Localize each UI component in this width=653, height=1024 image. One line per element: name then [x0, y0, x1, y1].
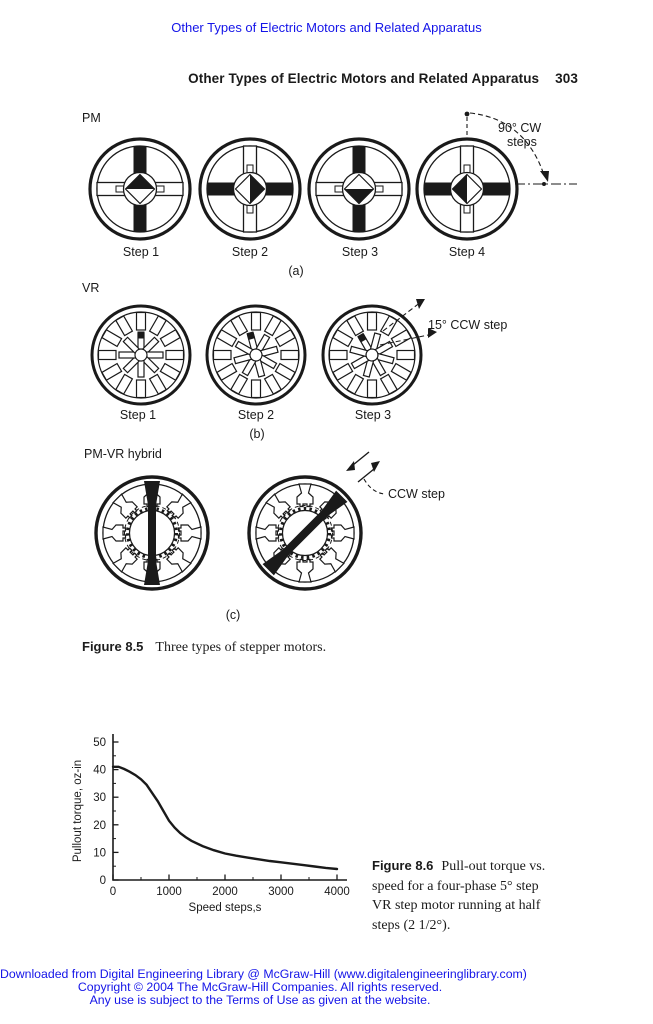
pm-step3-label: Step 3 — [341, 245, 379, 259]
breadcrumb-link[interactable]: Other Types of Electric Motors and Relat… — [171, 20, 482, 35]
y-tick-label: 10 — [93, 847, 106, 859]
figure-8-5-caption: Figure 8.5 Three types of stepper motors. — [82, 638, 326, 656]
vr-motor-step-3-diagram — [321, 304, 423, 406]
figure-8-5-caption-label: Figure 8.5 — [82, 639, 144, 654]
vr-step3-label: Step 3 — [354, 408, 392, 422]
figure-8-5-caption-text: Three types of stepper motors. — [155, 640, 327, 655]
footer-terms: Any use is subject to the Terms of Use a… — [89, 993, 431, 1008]
y-tick-label: 30 — [93, 792, 106, 804]
figure-8-6-caption-line2: speed for a four-phase 5° step — [372, 878, 539, 894]
vr-step2-label: Step 2 — [237, 408, 275, 422]
torque-chart-svg: 0 10 20 30 40 50 0 1000 2000 3000 4000 Speed steps,… — [72, 734, 350, 914]
vr-step1-label: Step 1 — [119, 408, 157, 422]
figure-8-6-caption-label: Figure 8.6 — [372, 858, 434, 873]
pm-annotation-line1: 90° CW — [498, 121, 542, 135]
subfigure-a-label: (a) — [288, 264, 304, 278]
y-tick-label: 40 — [93, 765, 106, 777]
figure-8-6-caption: Figure 8.6 Pull-out torque vs. speed for … — [372, 856, 648, 935]
pm-step-angle-annotation — [464, 111, 577, 186]
y-tick-label: 50 — [93, 737, 106, 749]
figure-8-6-caption-line1: Pull-out torque vs. — [441, 859, 546, 874]
y-tick-label: 20 — [93, 820, 106, 832]
vr-motor-step-2-diagram — [205, 304, 307, 406]
figure-8-6-caption-line4: steps (2 1/2°). — [372, 917, 451, 933]
x-tick-label: 1000 — [156, 886, 182, 898]
pm-step2-label: Step 2 — [231, 245, 269, 259]
x-tick-label: 4000 — [324, 886, 350, 898]
subfigure-b-label: (b) — [249, 427, 265, 441]
running-header: Other Types of Electric Motors and Relat… — [188, 71, 578, 86]
footer-download-link[interactable]: Downloaded from Digital Engineering Libr… — [0, 967, 527, 981]
pm-motor-step-4-diagram — [415, 137, 519, 241]
figure-8-6-caption-line3: VR step motor running at half — [372, 898, 541, 913]
x-tick-label: 0 — [110, 886, 116, 898]
x-tick-label: 2000 — [212, 886, 238, 898]
torque-curve — [111, 765, 339, 871]
running-header-title: Other Types of Electric Motors and Relat… — [188, 71, 540, 86]
hybrid-motor-position-1-diagram — [94, 475, 210, 591]
hybrid-annotation-text: CCW step — [388, 487, 445, 501]
hybrid-step-annotation — [346, 451, 386, 495]
y-axis-label: Pullout torque, oz-in — [72, 760, 84, 862]
torque-speed-chart: 0 10 20 30 40 50 0 1000 2000 3000 4000 Speed steps,… — [68, 726, 378, 923]
pm-motor-step-3-diagram — [307, 137, 411, 241]
pm-step1-label: Step 1 — [122, 245, 160, 259]
vr-motor-step-1-diagram — [90, 304, 192, 406]
x-axis-label: Speed steps,s — [189, 902, 262, 914]
vr-step-angle-annotation — [379, 299, 437, 346]
footer: Downloaded from Digital Engineering Libr… — [0, 967, 527, 1008]
x-tick-label: 3000 — [268, 886, 294, 898]
footer-copyright: Copyright © 2004 The McGraw-Hill Compani… — [77, 980, 443, 995]
hybrid-section-label: PM-VR hybrid — [84, 447, 162, 461]
vr-section-label: VR — [82, 281, 100, 295]
pm-section-label: PM — [82, 111, 101, 125]
subfigure-c-label: (c) — [225, 608, 241, 622]
pm-motor-step-1-diagram — [88, 137, 192, 241]
pm-motor-step-2-diagram — [198, 137, 302, 241]
vr-annotation-text: 15° CCW step — [428, 318, 508, 332]
pm-step4-label: Step 4 — [448, 245, 486, 259]
hybrid-motor-position-2-diagram — [247, 475, 363, 591]
y-tick-label: 0 — [100, 875, 106, 887]
pm-annotation-line2: steps — [507, 135, 537, 149]
page-number: 303 — [555, 71, 578, 86]
